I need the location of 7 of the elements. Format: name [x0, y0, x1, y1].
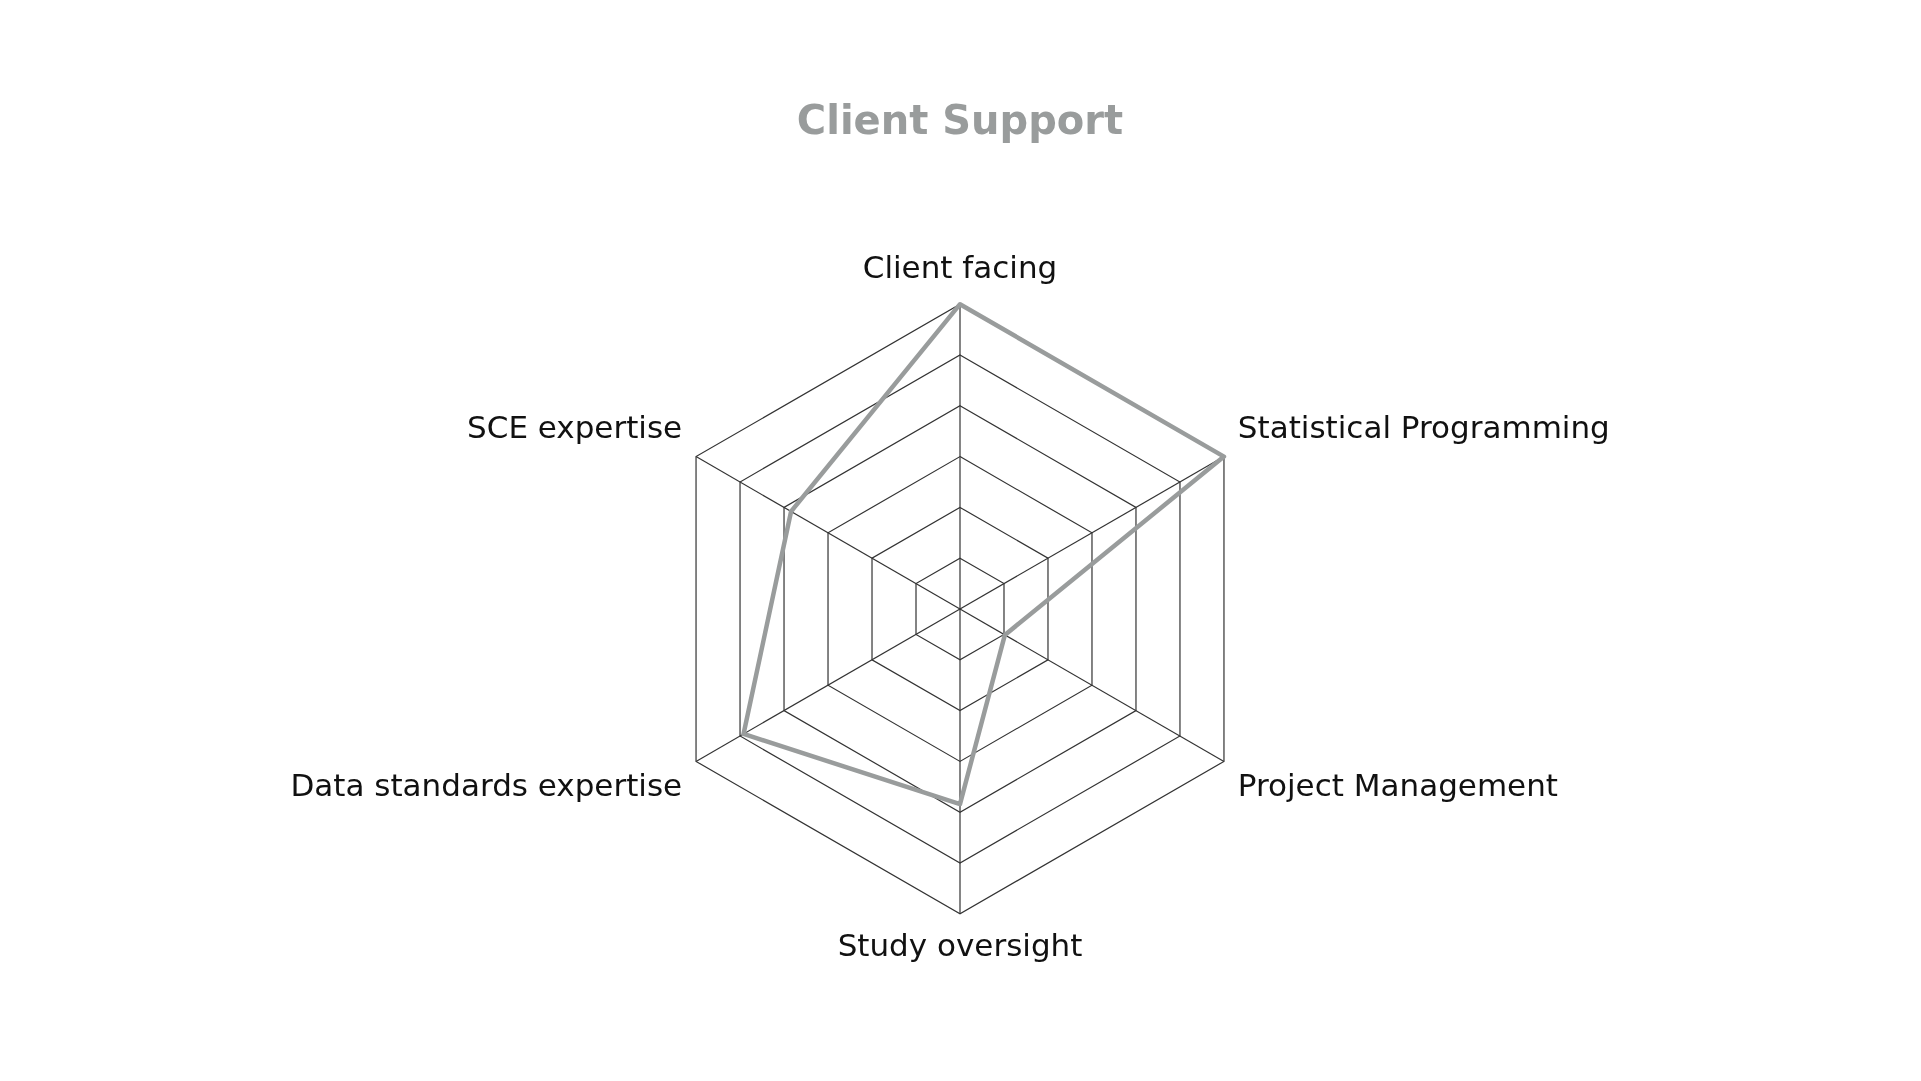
spoke-label: SCE expertise	[467, 409, 683, 446]
spoke-label: Statistical Programming	[1237, 409, 1610, 446]
spoke-label: Client facing	[862, 248, 1058, 285]
spoke-label: Data standards expertise	[290, 767, 683, 804]
chart-title: Client Support	[796, 97, 1124, 144]
spoke-label: Study oversight	[837, 927, 1083, 964]
spoke-label: Project Management	[1237, 767, 1558, 804]
